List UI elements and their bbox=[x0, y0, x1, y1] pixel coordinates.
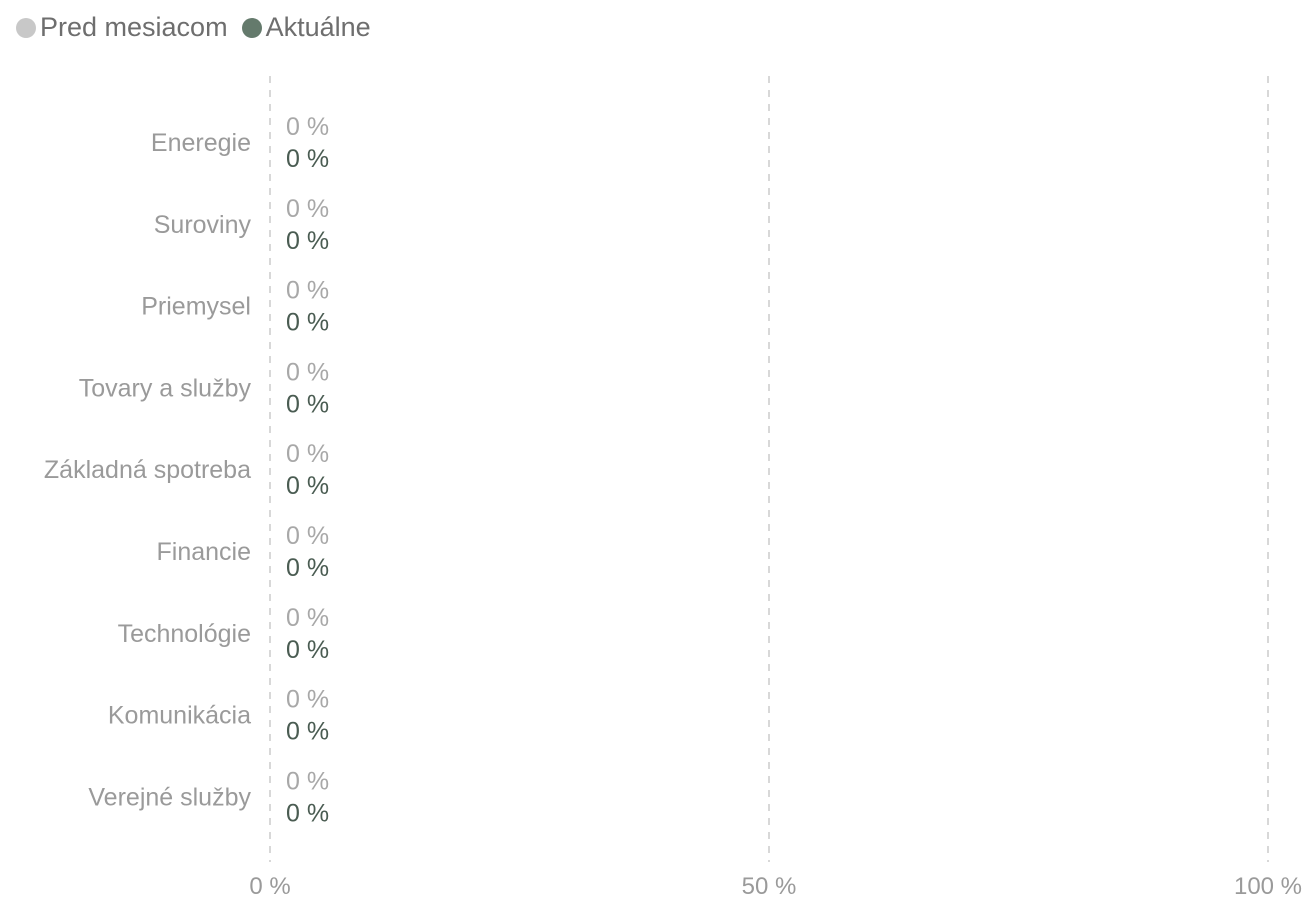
data-label-previous: 0 % bbox=[286, 767, 329, 795]
data-label-current: 0 % bbox=[286, 718, 329, 746]
data-label-current: 0 % bbox=[286, 799, 329, 827]
data-label-current: 0 % bbox=[286, 227, 329, 255]
data-label-previous: 0 % bbox=[286, 440, 329, 468]
category-label: Tovary a služby bbox=[79, 374, 252, 402]
category-label: Suroviny bbox=[154, 211, 252, 239]
x-tick-label: 100 % bbox=[1234, 873, 1302, 899]
legend-dot-previous bbox=[16, 17, 36, 38]
data-label-previous: 0 % bbox=[286, 686, 329, 714]
data-label-previous: 0 % bbox=[286, 277, 329, 305]
category-label: Základná spotreba bbox=[44, 456, 251, 484]
data-label-current: 0 % bbox=[286, 636, 329, 664]
legend-label-previous: Pred mesiacom bbox=[40, 12, 228, 42]
data-label-current: 0 % bbox=[286, 390, 329, 418]
x-tick-label: 50 % bbox=[742, 873, 797, 899]
legend-item-previous[interactable]: Pred mesiacom bbox=[16, 12, 228, 43]
category-label: Priemysel bbox=[141, 293, 251, 321]
data-label-previous: 0 % bbox=[286, 195, 329, 223]
legend-label-current: Aktuálne bbox=[265, 12, 371, 42]
data-label-previous: 0 % bbox=[286, 358, 329, 386]
legend-dot-current bbox=[241, 17, 262, 38]
category-label: Eneregie bbox=[151, 129, 251, 157]
data-label-previous: 0 % bbox=[286, 113, 329, 141]
data-label-current: 0 % bbox=[286, 309, 329, 337]
category-label: Technológie bbox=[118, 620, 251, 648]
data-label-current: 0 % bbox=[286, 145, 329, 173]
data-label-previous: 0 % bbox=[286, 522, 329, 550]
legend-item-current[interactable]: Aktuálne bbox=[241, 12, 371, 43]
data-label-current: 0 % bbox=[286, 472, 329, 500]
data-label-current: 0 % bbox=[286, 554, 329, 582]
data-label-previous: 0 % bbox=[286, 604, 329, 632]
category-label: Financie bbox=[157, 538, 252, 566]
x-tick-label: 0 % bbox=[249, 873, 290, 899]
legend: Pred mesiacom Aktuálne bbox=[16, 12, 385, 43]
category-label: Verejné služby bbox=[88, 783, 251, 811]
category-label: Komunikácia bbox=[108, 702, 251, 730]
